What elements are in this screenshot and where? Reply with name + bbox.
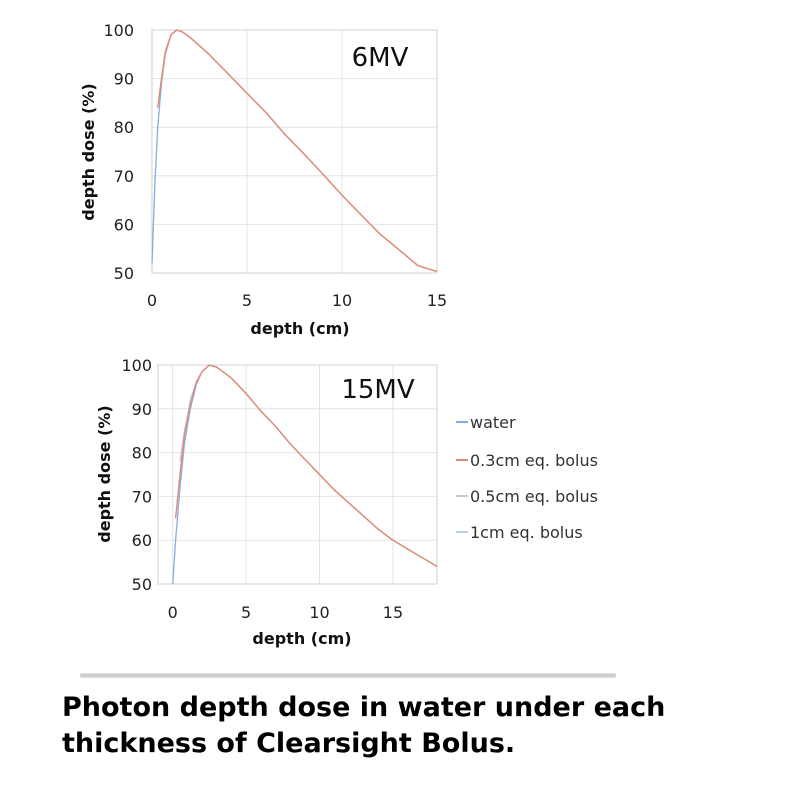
y-tick-label: 100 xyxy=(103,21,134,40)
y-tick-label: 50 xyxy=(114,264,134,283)
y-tick-label: 60 xyxy=(114,215,134,234)
x-tick-label: 5 xyxy=(241,603,251,622)
x-tick-label: 15 xyxy=(383,603,403,622)
y-tick-label: 50 xyxy=(132,575,152,594)
series-line-0-3cm-eq-bolus xyxy=(157,29,438,273)
separator-line xyxy=(80,673,616,678)
x-tick-label: 0 xyxy=(168,603,178,622)
legend-entry: 0.3cm eq. bolus xyxy=(470,451,598,470)
x-tick-label: 10 xyxy=(309,603,329,622)
y-tick-label: 60 xyxy=(132,531,152,550)
chart-title: 6MV xyxy=(352,43,409,73)
x-axis-label: depth (cm) xyxy=(252,629,351,648)
chart-15mv: 50 60 70 80 90 100 0 5 10 15 depth (cm) depth dose … xyxy=(95,356,438,648)
chart-title: 15MV xyxy=(341,375,415,405)
x-tick-label: 0 xyxy=(147,291,157,310)
legend: water 0.3cm eq. bolus 0.5cm eq. bolus 1cm e… xyxy=(456,413,598,542)
y-tick-label: 90 xyxy=(132,400,152,419)
caption-line-1: Photon depth dose in water under each xyxy=(62,692,666,723)
x-axis-label: depth (cm) xyxy=(250,319,349,338)
x-tick-label: 10 xyxy=(332,291,352,310)
y-tick-label: 90 xyxy=(114,70,134,89)
y-tick-label: 80 xyxy=(114,118,134,137)
legend-entry: water xyxy=(470,413,516,432)
x-tick-label: 15 xyxy=(427,291,447,310)
legend-entry: 1cm eq. bolus xyxy=(470,523,583,542)
y-axis-label: depth dose (%) xyxy=(95,405,114,542)
chart-6mv: 50 60 70 80 90 100 0 5 10 15 depth (cm) depth dose … xyxy=(79,21,447,338)
legend-entry: 0.5cm eq. bolus xyxy=(470,487,598,506)
x-tick-label: 5 xyxy=(242,291,252,310)
series-line-0-3cm-eq-bolus xyxy=(174,364,438,568)
y-tick-label: 70 xyxy=(132,487,152,506)
y-tick-label: 80 xyxy=(132,444,152,463)
y-tick-label: 100 xyxy=(121,356,152,375)
caption-line-2: thickness of Clearsight Bolus. xyxy=(62,728,516,759)
y-tick-label: 70 xyxy=(114,167,134,186)
plot-frame xyxy=(157,364,438,585)
figure-caption: Photon depth dose in water under each thi… xyxy=(62,690,762,762)
plot-frame xyxy=(151,29,438,274)
y-axis-label: depth dose (%) xyxy=(79,83,98,220)
